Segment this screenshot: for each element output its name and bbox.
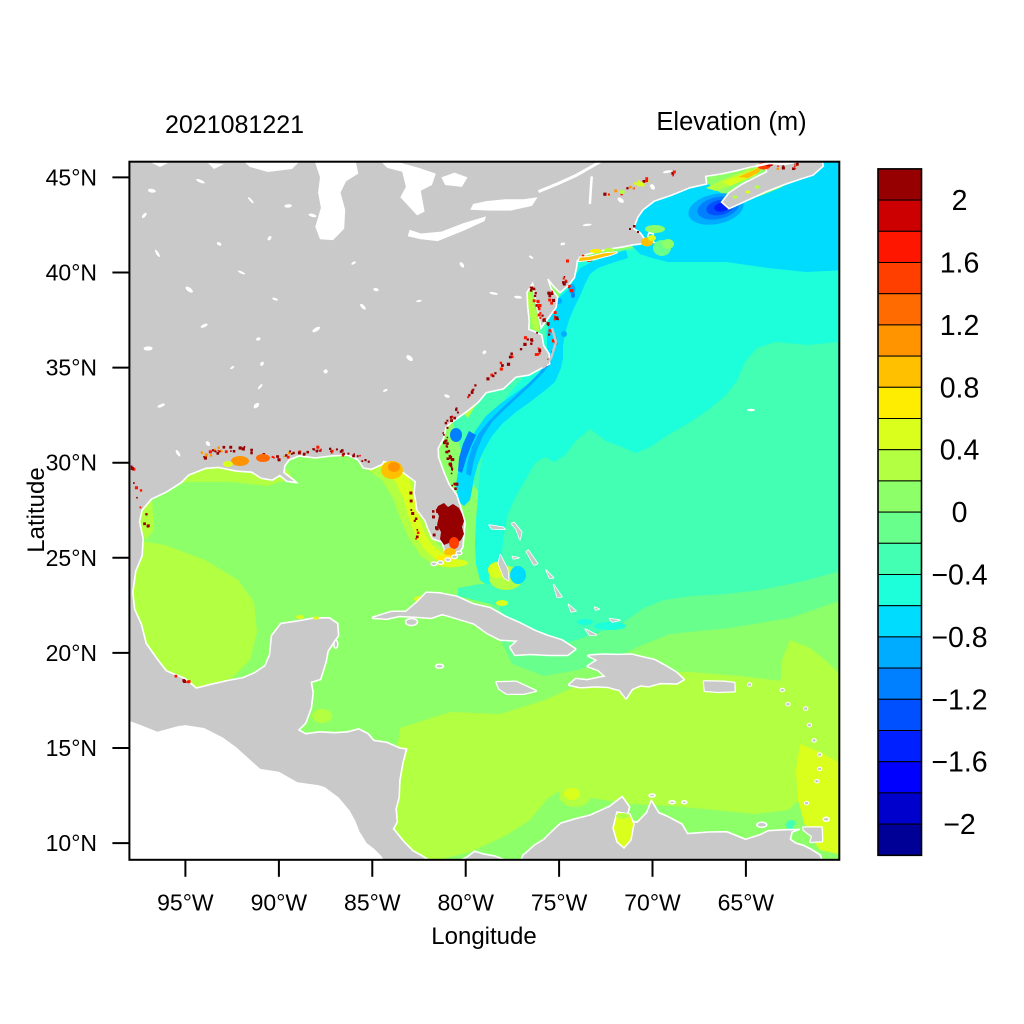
svg-text:70°W: 70°W — [624, 890, 681, 916]
svg-text:−0.8: −0.8 — [931, 622, 987, 654]
svg-text:25°N: 25°N — [46, 545, 97, 571]
svg-text:30°N: 30°N — [46, 450, 97, 476]
svg-text:35°N: 35°N — [46, 355, 97, 381]
svg-text:Longitude: Longitude — [431, 923, 536, 950]
svg-text:95°W: 95°W — [157, 890, 214, 916]
svg-text:2021081221: 2021081221 — [165, 111, 304, 139]
svg-text:85°W: 85°W — [344, 890, 401, 916]
svg-text:65°W: 65°W — [718, 890, 775, 916]
svg-text:1.2: 1.2 — [940, 310, 980, 342]
svg-text:0.8: 0.8 — [940, 372, 980, 404]
svg-text:90°W: 90°W — [251, 890, 308, 916]
svg-text:−1.6: −1.6 — [931, 747, 987, 779]
svg-text:75°W: 75°W — [531, 890, 588, 916]
svg-text:15°N: 15°N — [46, 735, 97, 761]
svg-text:10°N: 10°N — [46, 830, 97, 856]
svg-text:−2: −2 — [943, 809, 976, 841]
svg-text:Latitude: Latitude — [23, 467, 50, 552]
svg-text:1.6: 1.6 — [940, 248, 980, 280]
svg-text:0.4: 0.4 — [940, 435, 980, 467]
svg-text:−0.4: −0.4 — [931, 560, 987, 592]
svg-text:Elevation (m): Elevation (m) — [656, 108, 806, 136]
svg-text:0: 0 — [952, 497, 968, 529]
svg-text:45°N: 45°N — [46, 164, 97, 190]
svg-text:20°N: 20°N — [46, 640, 97, 666]
svg-text:2: 2 — [952, 185, 968, 217]
svg-text:40°N: 40°N — [46, 260, 97, 286]
svg-text:80°W: 80°W — [437, 890, 494, 916]
svg-text:−1.2: −1.2 — [931, 684, 987, 716]
